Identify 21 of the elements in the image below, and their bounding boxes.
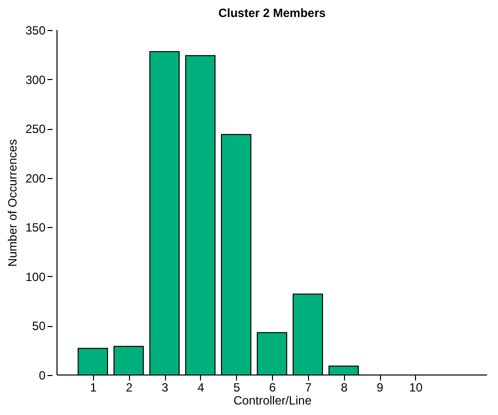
x-tick-label: 9 [376, 380, 384, 394]
x-tick-label: 6 [269, 380, 276, 394]
x-tick-label: 4 [197, 380, 204, 394]
y-tick-label: 350 [25, 24, 46, 38]
x-tick-label: 2 [126, 380, 133, 394]
x-tick-label: 7 [304, 380, 312, 394]
y-tick-label: 300 [25, 72, 46, 87]
chart-title: Cluster 2 Members [218, 6, 326, 20]
x-tick-label: 1 [90, 380, 97, 394]
y-tick-label: 200 [25, 171, 46, 186]
x-axis-title: Controller/Line [233, 394, 312, 408]
x-tick-label: 5 [233, 380, 240, 394]
y-tick-label: 250 [25, 122, 46, 136]
y-tick-label: 0 [38, 368, 46, 382]
y-tick-label: 100 [25, 270, 46, 284]
x-tick-label: 8 [340, 380, 348, 394]
x-tick-label: 10 [409, 380, 423, 394]
y-axis-title: Number of Occurrences [5, 139, 20, 267]
x-tick-label: 3 [162, 380, 169, 394]
y-tick-label: 50 [32, 319, 46, 334]
y-tick-label: 150 [25, 220, 46, 235]
